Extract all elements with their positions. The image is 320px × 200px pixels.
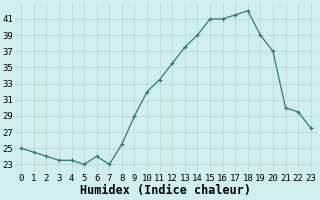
X-axis label: Humidex (Indice chaleur): Humidex (Indice chaleur) (80, 184, 252, 197)
